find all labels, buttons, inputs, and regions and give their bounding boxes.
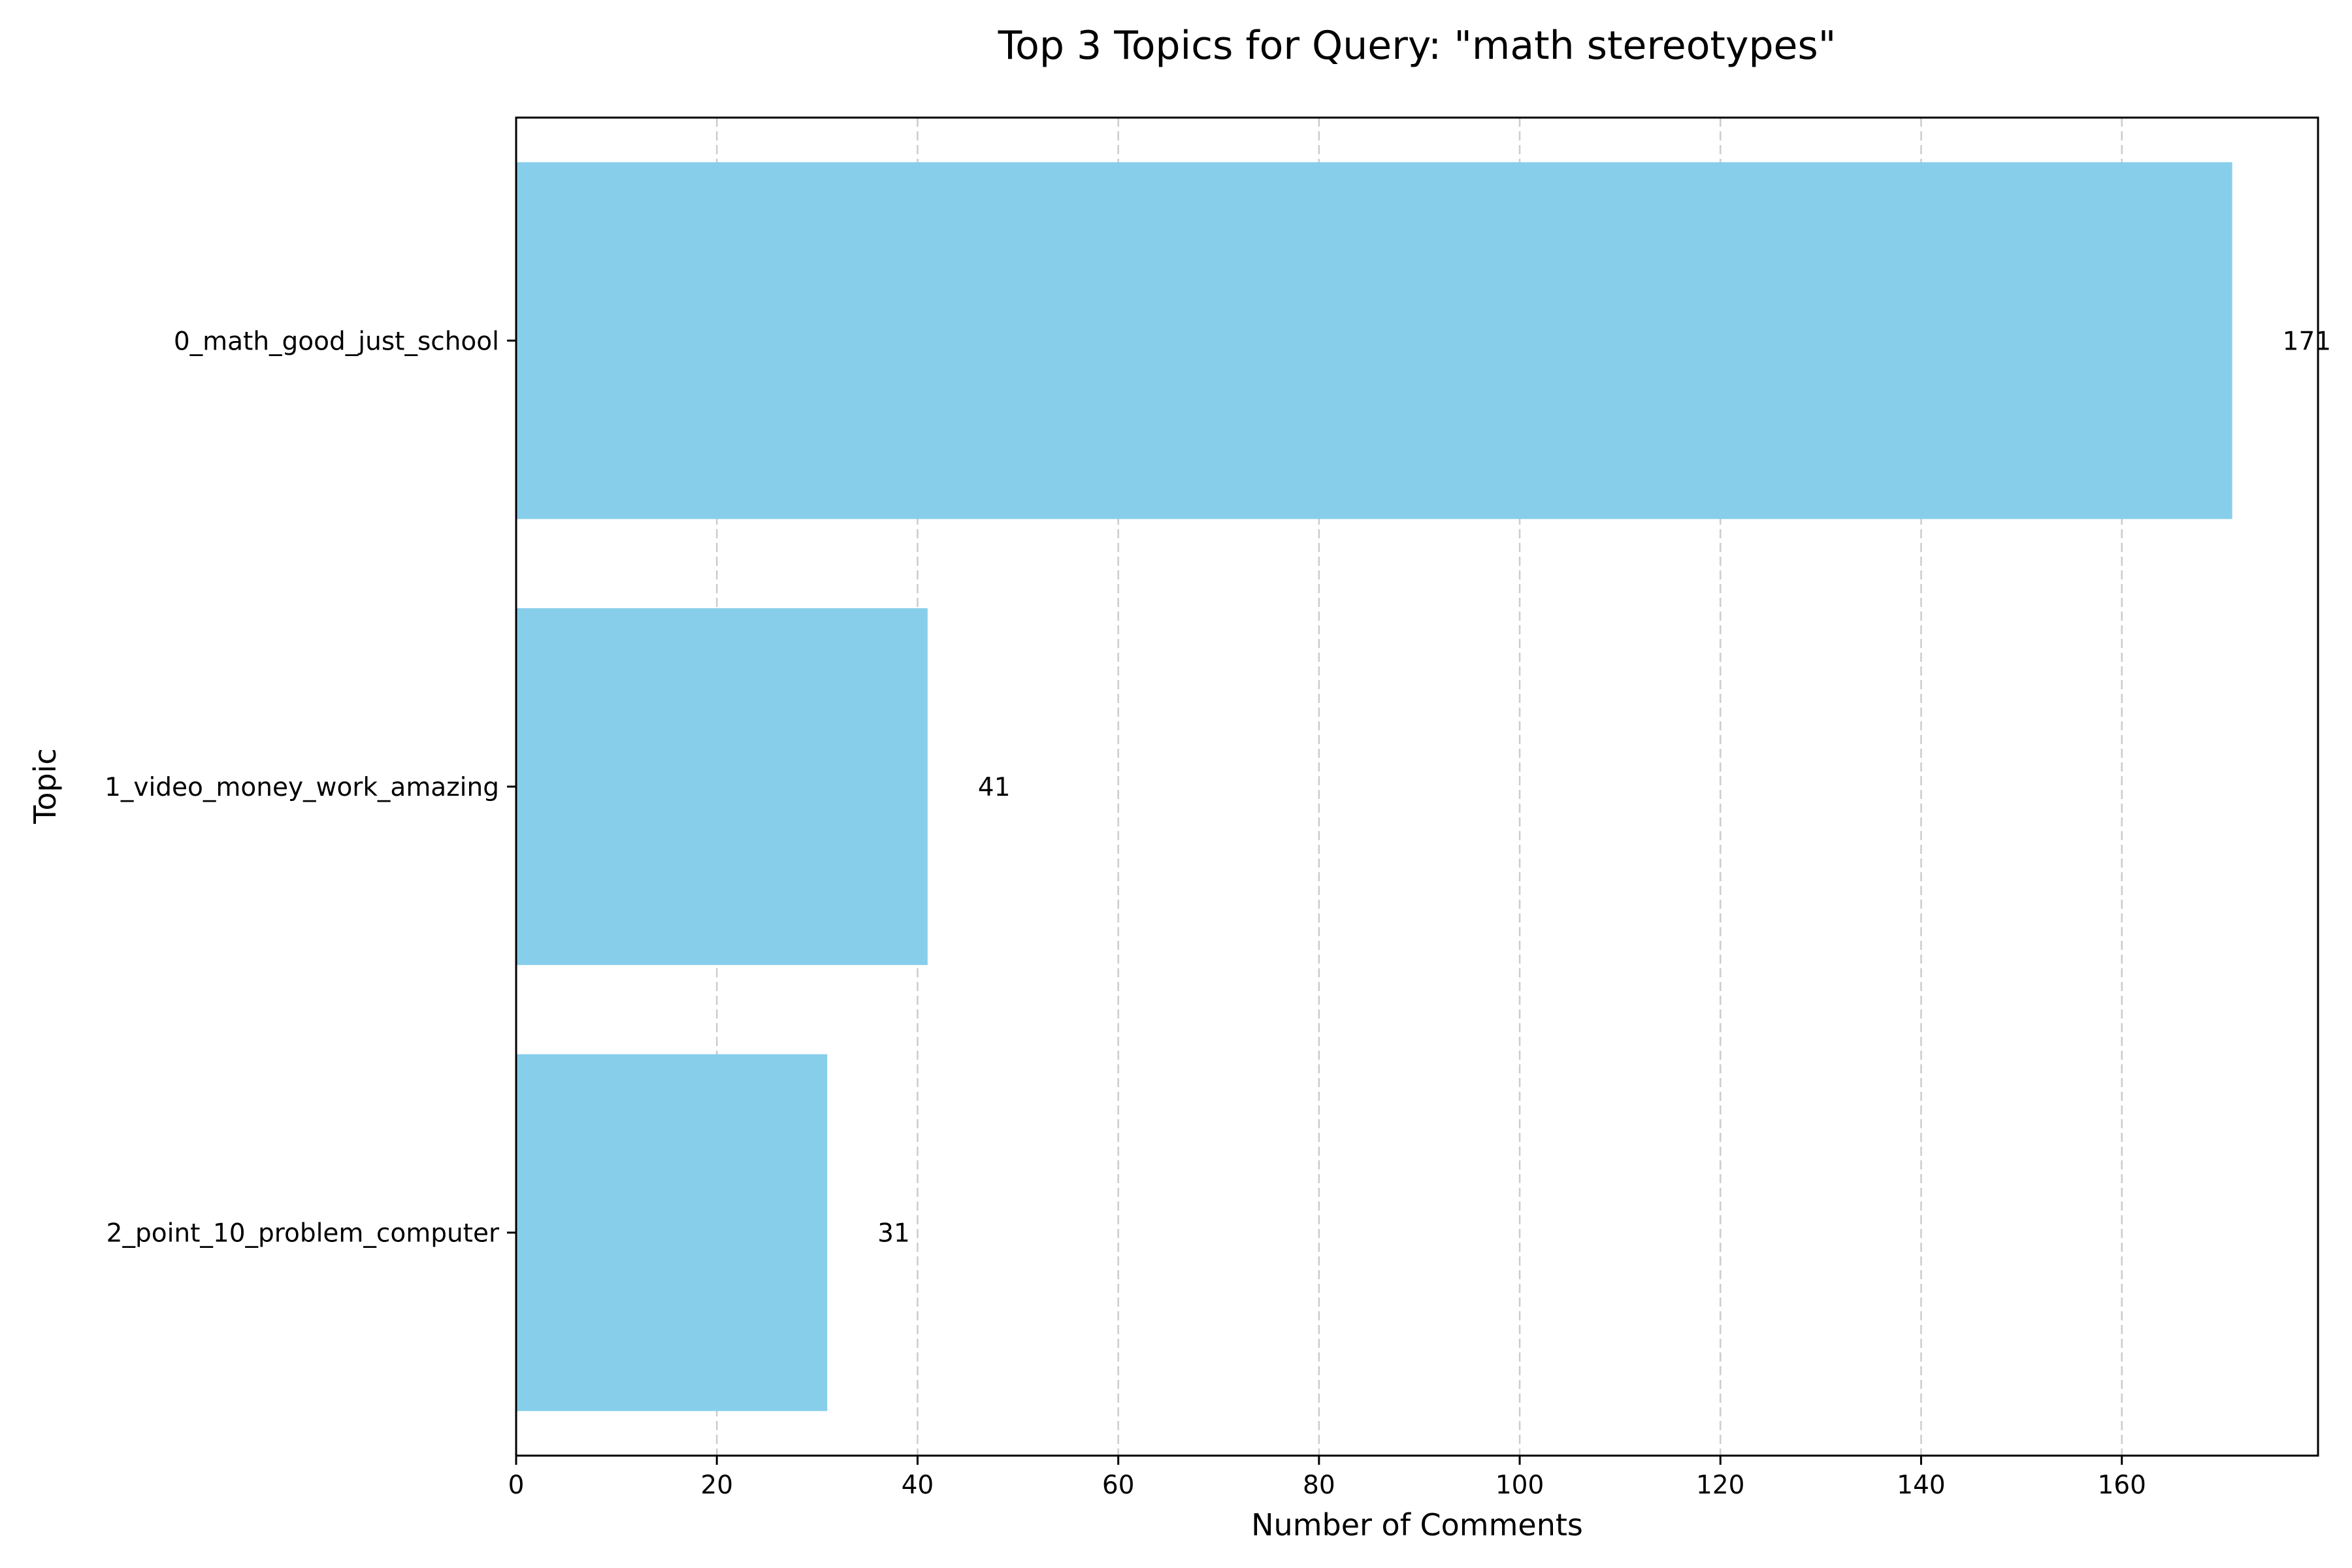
chart-title: Top 3 Topics for Query: "math stereotype… <box>998 23 1837 69</box>
x-axis-ticks: 0 20 40 60 80 100 120 140 160 <box>508 1456 2146 1500</box>
bar-1_video_money_work_amazing <box>516 608 928 966</box>
x-tick-label-40: 40 <box>902 1471 934 1500</box>
x-tick-label-140: 140 <box>1897 1471 1945 1500</box>
y-axis-ticks: 0_math_good_just_school 1_video_money_wor… <box>105 327 516 1249</box>
y-axis-label: Topic <box>27 748 63 825</box>
data-label-1_video_money_work_amazing: 41 <box>978 773 1011 802</box>
data-label-2_point_10_problem_computer: 31 <box>877 1219 910 1249</box>
y-tick-label-2_point_10_problem_computer: 2_point_10_problem_computer <box>106 1219 500 1249</box>
x-tick-label-100: 100 <box>1495 1471 1544 1500</box>
data-label-0_math_good_just_school: 171 <box>2283 327 2331 356</box>
y-tick-label-1_video_money_work_amazing: 1_video_money_work_amazing <box>105 773 499 802</box>
data-labels: 171 41 31 <box>877 327 2331 1248</box>
x-tick-label-80: 80 <box>1303 1471 1335 1500</box>
x-tick-label-0: 0 <box>508 1471 525 1500</box>
x-tick-label-60: 60 <box>1102 1471 1135 1500</box>
y-tick-label-0_math_good_just_school: 0_math_good_just_school <box>174 327 499 356</box>
x-tick-label-120: 120 <box>1696 1471 1744 1500</box>
x-axis-label: Number of Comments <box>1251 1507 1583 1543</box>
x-tick-label-20: 20 <box>700 1471 733 1500</box>
bar-2_point_10_problem_computer <box>516 1054 828 1411</box>
bar-0_math_good_just_school <box>516 162 2232 519</box>
x-tick-label-160: 160 <box>2097 1471 2146 1500</box>
bars <box>516 162 2232 1411</box>
